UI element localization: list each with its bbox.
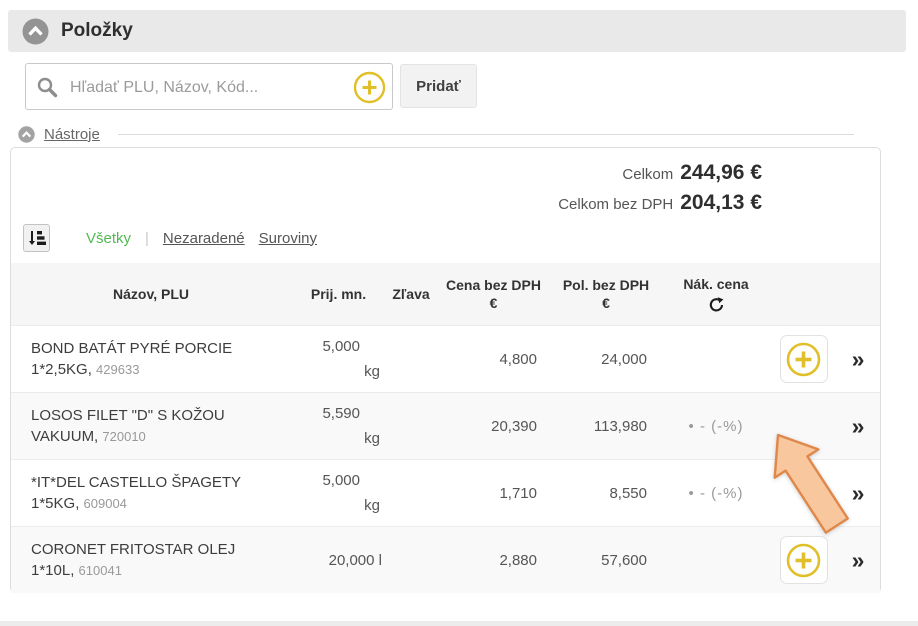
tab-all[interactable]: Všetky — [86, 230, 131, 247]
item-qty: 20,000 l — [291, 527, 386, 593]
search-box — [25, 63, 393, 110]
item-qty-unit: kg — [364, 422, 386, 447]
search-icon — [36, 76, 59, 104]
total-with-vat: Celkom 244,96 € — [558, 161, 762, 185]
item-discount — [386, 393, 436, 459]
item-plu: 609004 — [84, 496, 127, 511]
item-qty-value: 5,000 — [322, 338, 386, 355]
item-line-total-net: 113,980 — [551, 393, 661, 459]
item-actions — [771, 326, 836, 392]
total-label: Celkom — [622, 166, 673, 183]
pointer-arrow-cursor — [766, 428, 870, 548]
item-price-net: 20,390 — [436, 393, 551, 459]
item-plu: 429633 — [96, 362, 139, 377]
item-price-net: 1,710 — [436, 460, 551, 526]
items-table: Názov, PLU Prij. mn. Zľava Cena bez DPH … — [11, 263, 880, 593]
col-header-expand — [836, 263, 880, 325]
refresh-icon[interactable] — [708, 296, 725, 313]
expand-row-icon[interactable]: » — [852, 348, 865, 371]
table-body: BOND BATÁT PYRÉ PORCIE 1*2,5KG, 429633 5… — [11, 325, 880, 593]
page-title: Položky — [61, 20, 133, 42]
item-qty-unit: kg — [364, 355, 386, 380]
item-price-net: 4,800 — [436, 326, 551, 392]
add-item-main-button[interactable]: Pridať — [400, 64, 477, 108]
tools-divider — [118, 134, 854, 135]
item-name: LOSOS FILET "D" S KOŽOU VAKUUM, 720010 — [11, 393, 291, 459]
tools-label: Nástroje — [44, 126, 100, 143]
table-row: BOND BATÁT PYRÉ PORCIE 1*2,5KG, 429633 5… — [11, 325, 880, 392]
table-header-row: Názov, PLU Prij. mn. Zľava Cena bez DPH … — [11, 263, 880, 325]
item-discount — [386, 460, 436, 526]
item-expand: » — [836, 326, 880, 392]
item-qty-value: 5,590 — [322, 405, 386, 422]
tools-row: Nástroje — [18, 124, 882, 144]
col-header-received-qty: Prij. mn. — [291, 263, 386, 325]
net-label: Celkom bez DPH — [558, 196, 673, 213]
item-plu: 720010 — [102, 429, 145, 444]
col-header-discount: Zľava — [386, 263, 436, 325]
search-add-icon[interactable] — [353, 71, 386, 104]
items-panel: Celkom 244,96 € Celkom bez DPH 204,13 € Vš… — [10, 147, 881, 593]
total-without-vat: Celkom bez DPH 204,13 € — [558, 191, 762, 215]
table-row: CORONET FRITOSTAR OLEJ 1*10L, 610041 20,… — [11, 526, 880, 593]
totals-block: Celkom 244,96 € Celkom bez DPH 204,13 € — [558, 161, 762, 221]
tools-toggle-link[interactable]: Nástroje — [18, 126, 100, 143]
next-section-edge — [0, 621, 918, 626]
search-input[interactable] — [68, 64, 342, 111]
collapse-section-icon[interactable] — [22, 18, 49, 45]
sort-amount-icon — [28, 229, 46, 247]
item-line-total-net: 57,600 — [551, 527, 661, 593]
col-header-line-net: Pol. bez DPH € — [551, 263, 661, 325]
items-section-header: Položky — [8, 10, 906, 52]
col-header-actions — [771, 263, 836, 325]
item-name-text: CORONET FRITOSTAR OLEJ 1*10L, — [31, 541, 235, 579]
col-header-price-net: Cena bez DPH € — [436, 263, 551, 325]
item-purchase-price: • - (-%) — [661, 393, 771, 459]
item-qty: 5,000 kg — [291, 460, 386, 526]
item-discount — [386, 527, 436, 593]
item-line-total-net: 8,550 — [551, 460, 661, 526]
item-qty: 5,000 kg — [291, 326, 386, 392]
expand-row-icon[interactable]: » — [852, 549, 865, 572]
item-qty: 5,590 kg — [291, 393, 386, 459]
item-qty-value: 5,000 — [322, 472, 386, 489]
tab-unsorted[interactable]: Nezaradené — [163, 230, 245, 247]
item-purchase-price — [661, 527, 771, 593]
item-discount — [386, 326, 436, 392]
item-name: *IT*DEL CASTELLO ŠPAGETY 1*5KG, 609004 — [11, 460, 291, 526]
col-header-name: Názov, PLU — [11, 263, 291, 325]
item-purchase-price — [661, 326, 771, 392]
filter-row: Všetky | Nezaradené Suroviny — [23, 224, 317, 252]
col-header-purchase-price: Nák. cena — [661, 263, 771, 325]
table-row: LOSOS FILET "D" S KOŽOU VAKUUM, 720010 5… — [11, 392, 880, 459]
item-price-net: 2,880 — [436, 527, 551, 593]
total-value: 244,96 € — [680, 161, 762, 184]
item-qty-value: 20,000 l — [329, 552, 386, 569]
sort-button[interactable] — [23, 224, 50, 252]
table-row: *IT*DEL CASTELLO ŠPAGETY 1*5KG, 609004 5… — [11, 459, 880, 526]
item-name-text: *IT*DEL CASTELLO ŠPAGETY 1*5KG, — [31, 474, 241, 512]
net-value: 204,13 € — [680, 191, 762, 214]
collapse-tools-icon — [18, 126, 35, 143]
add-item-button[interactable] — [780, 335, 828, 383]
item-name: BOND BATÁT PYRÉ PORCIE 1*2,5KG, 429633 — [11, 326, 291, 392]
item-qty-unit: kg — [364, 489, 386, 514]
item-plu: 610041 — [79, 563, 122, 578]
tab-raw-materials[interactable]: Suroviny — [259, 230, 317, 247]
plus-circle-icon — [786, 342, 821, 377]
filter-tabs: Všetky | Nezaradené Suroviny — [86, 230, 317, 247]
purchase-price-label: Nák. cena — [683, 275, 748, 293]
item-name: CORONET FRITOSTAR OLEJ 1*10L, 610041 — [11, 527, 291, 593]
item-line-total-net: 24,000 — [551, 326, 661, 392]
item-purchase-price: • - (-%) — [661, 460, 771, 526]
tab-separator: | — [145, 230, 149, 247]
